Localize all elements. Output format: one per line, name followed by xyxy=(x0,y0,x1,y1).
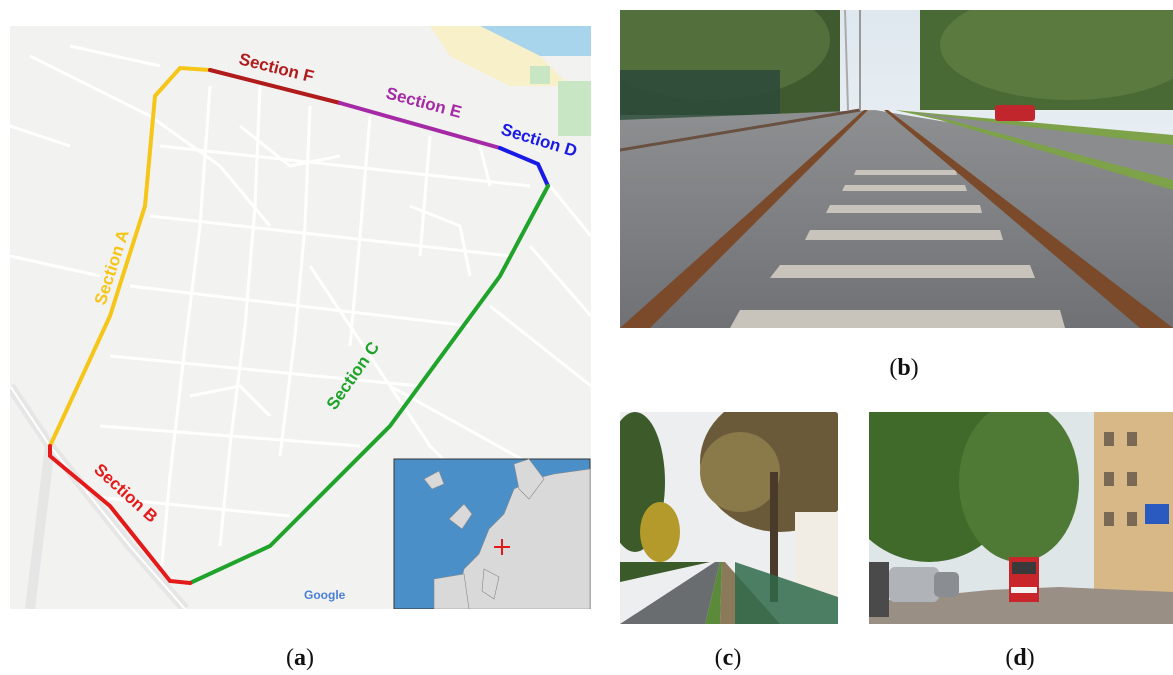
caption-b: (b) xyxy=(889,355,919,381)
park-area xyxy=(558,81,591,136)
route-section-a xyxy=(48,65,212,448)
route-map-canvas: Section A Section B Section C Section D … xyxy=(10,26,591,609)
tram-track-photo xyxy=(620,10,1173,328)
route-section-b xyxy=(48,444,192,585)
sea-area xyxy=(480,26,591,56)
tram-street-photo-canvas xyxy=(869,412,1173,624)
route-map: Section A Section B Section C Section D … xyxy=(10,26,591,609)
street-grid xyxy=(10,44,591,609)
street-photo-canvas xyxy=(620,412,838,624)
tram-street-photo xyxy=(869,412,1173,624)
route-section-c xyxy=(188,184,550,585)
street-photo xyxy=(620,412,838,624)
google-attribution: Google xyxy=(304,588,346,602)
route-section-f xyxy=(208,68,342,105)
europe-inset-map xyxy=(393,458,591,609)
location-cross-icon xyxy=(494,539,510,555)
caption-d: (d) xyxy=(1005,645,1035,671)
park-area xyxy=(530,66,550,84)
route-section-d xyxy=(498,146,550,188)
caption-a: (a) xyxy=(286,645,314,671)
tram-track-photo-canvas xyxy=(620,10,1173,328)
route-section-e xyxy=(338,101,502,150)
caption-c: (c) xyxy=(714,645,742,671)
